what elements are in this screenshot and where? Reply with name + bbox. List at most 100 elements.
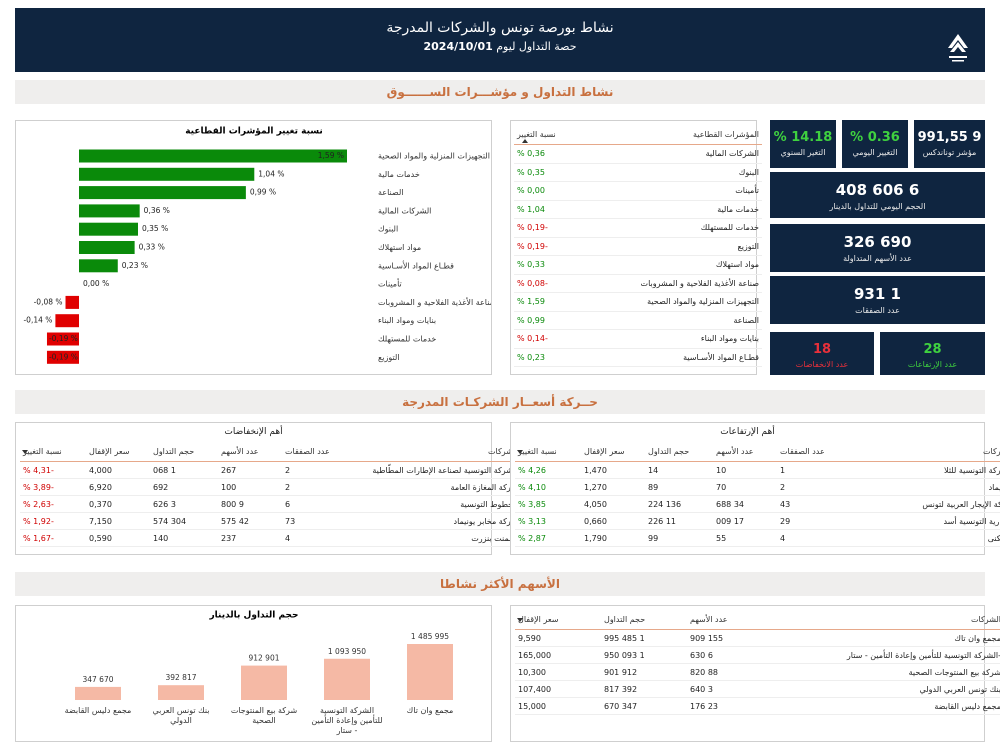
cell: 10 [713,461,777,479]
cell: 140 [150,529,218,547]
row: خدمات مالية 1,04 % [514,200,762,219]
column-header: عدد الأسهم [218,441,282,462]
cell: 14 [645,461,713,479]
cell: 4,26 % [515,461,581,479]
kpi-card: 28 عدد الإرتفاعات [880,332,985,375]
value-label: -0,08 % [34,297,63,306]
value-label: 1,04 % [258,169,284,178]
row: بنايات ومواد البناء -0,14 % [514,329,762,349]
bar [79,167,255,181]
cell: سانيماد [835,478,1000,496]
sector-table-panel: المؤشرات القطاعية نسبة التغيير الشركات الم… [510,120,762,375]
value-label: 392 817 [165,673,196,682]
cell: 89 [645,478,713,496]
cell: 0,590 [86,529,150,547]
cell: شركة المغازة العامة [340,478,521,496]
row: البنوك 0,35 % [514,163,762,182]
cell: الخطوط التونسية [340,495,521,513]
row: خدمات للمستهلك -0,19 % [514,218,762,238]
kpi-label: عدد الانخفاضات [795,360,849,369]
cell: -2,63 % [20,495,86,513]
cell: 0,660 [581,512,645,530]
cell: 237 [218,529,282,547]
cell: البنوك [606,163,762,182]
category-label: مواد استهلاك [378,243,421,252]
kpi-label: عدد الأسهم المتداولة [843,254,912,263]
category-label: التوزيع [378,353,400,362]
cell: 9 800 [218,495,282,513]
cell: -0,19 % [514,237,606,256]
kpi-card: 14.18 % التغير السنوي [770,120,836,168]
bar [79,186,246,200]
row: مجمع وان تاك 155 909 1 485 995 9,590 [515,629,1000,647]
kpi-value: 9 991,55 [917,130,982,145]
column-header: سعر الإقفال [86,441,150,462]
category-label: شركة بيع المنتوجات الصحية [230,706,298,725]
cell: الشركة التونسية للثلا [835,461,1000,479]
kpi-value: 0.36 % [850,130,900,145]
cell: 6 630 [687,646,768,664]
cell: 0,23 % [514,348,606,367]
category-label: مجمع دليس القابضة [64,706,132,715]
kpi-label: مؤشر توناندكس [922,148,977,157]
cell: 7,150 [86,512,150,530]
cell: 2 [777,478,835,496]
cell: 3,13 % [515,512,581,530]
column-header: نسبة التغيير [20,441,86,462]
category-label: صناعة الأغذية الفلاحية و المشروبات [378,297,491,307]
cell: 155 909 [687,629,768,647]
value-label: 0,35 % [142,224,168,233]
column-header: حجم التداول [150,441,218,462]
value-label: 0,99 % [250,188,276,197]
category-label: البنوك [378,225,398,234]
cell: 100 [218,478,282,496]
kpi-card: 0.36 % التغيير اليومي [842,120,908,168]
cell: 4,050 [581,495,645,513]
subtitle: حصة التداول ليوم 2024/10/01 [15,40,985,53]
cell: -4,31 % [20,461,86,479]
cell: 1,790 [581,529,645,547]
cell: 0,00 % [514,181,606,201]
row: بنك تونس العربي الدولي 3 640 392 817 107,40… [515,680,1000,698]
bar [46,350,79,364]
category-label: الشركة التونسية للتأمين وإعادة التأمين -… [311,706,383,735]
cell: 3,85 % [515,495,581,513]
cell: 1 [777,461,835,479]
cell: 6 [282,495,340,513]
cell: إسمنت بنزرت [340,529,521,547]
header-row: المؤشرات القطاعية نسبة التغيير [514,124,762,145]
cell: -0,19 % [514,218,606,238]
cell: 0,36 % [514,144,606,164]
cell: 3 626 [150,495,218,513]
column-header: الشركات [835,441,1000,462]
sector-chart-panel: نسبة تغيير المؤشرات القطاعية التجهيزات ال… [15,120,497,375]
cell: 692 [150,478,218,496]
category-label: بنايات ومواد البناء [378,316,436,325]
row: الصناعة 0,99 % [514,311,762,330]
cell: 1,59 % [514,292,606,312]
row: الشركة التونسية لصناعة الإطارات المطّاطي… [20,461,521,479]
column-header: المؤشرات القطاعية [606,124,762,145]
kpi-value: 690 326 [843,233,912,251]
bar [79,204,140,218]
cell: 34 688 [713,495,777,513]
cell: -الشركة التونسية للتأمين وإعادة التأمين … [768,646,1000,664]
bar [158,685,204,700]
cell: 2,87 % [515,529,581,547]
bar [79,222,138,236]
value-label: 0,00 % [83,279,109,288]
column-header: سعر الإقفال [515,609,601,630]
column-header: الشركات [768,609,1000,630]
column-header: عدد الأسهم [687,609,768,630]
cell: بنك تونس العربي الدولي [768,680,1000,698]
cell: خدمات للمستهلك [606,218,762,238]
cell: تأمينات [606,181,762,201]
volume-chart-panel: حجم التداول بالدينار 347 670 392 817 912 90… [15,605,492,742]
cell: -1,67 % [20,529,86,547]
row: تأمينات 0,00 % [514,181,762,201]
cell: شركة الإيجار العربية لتونس [835,495,1000,513]
column-header: حجم التداول [601,609,687,630]
